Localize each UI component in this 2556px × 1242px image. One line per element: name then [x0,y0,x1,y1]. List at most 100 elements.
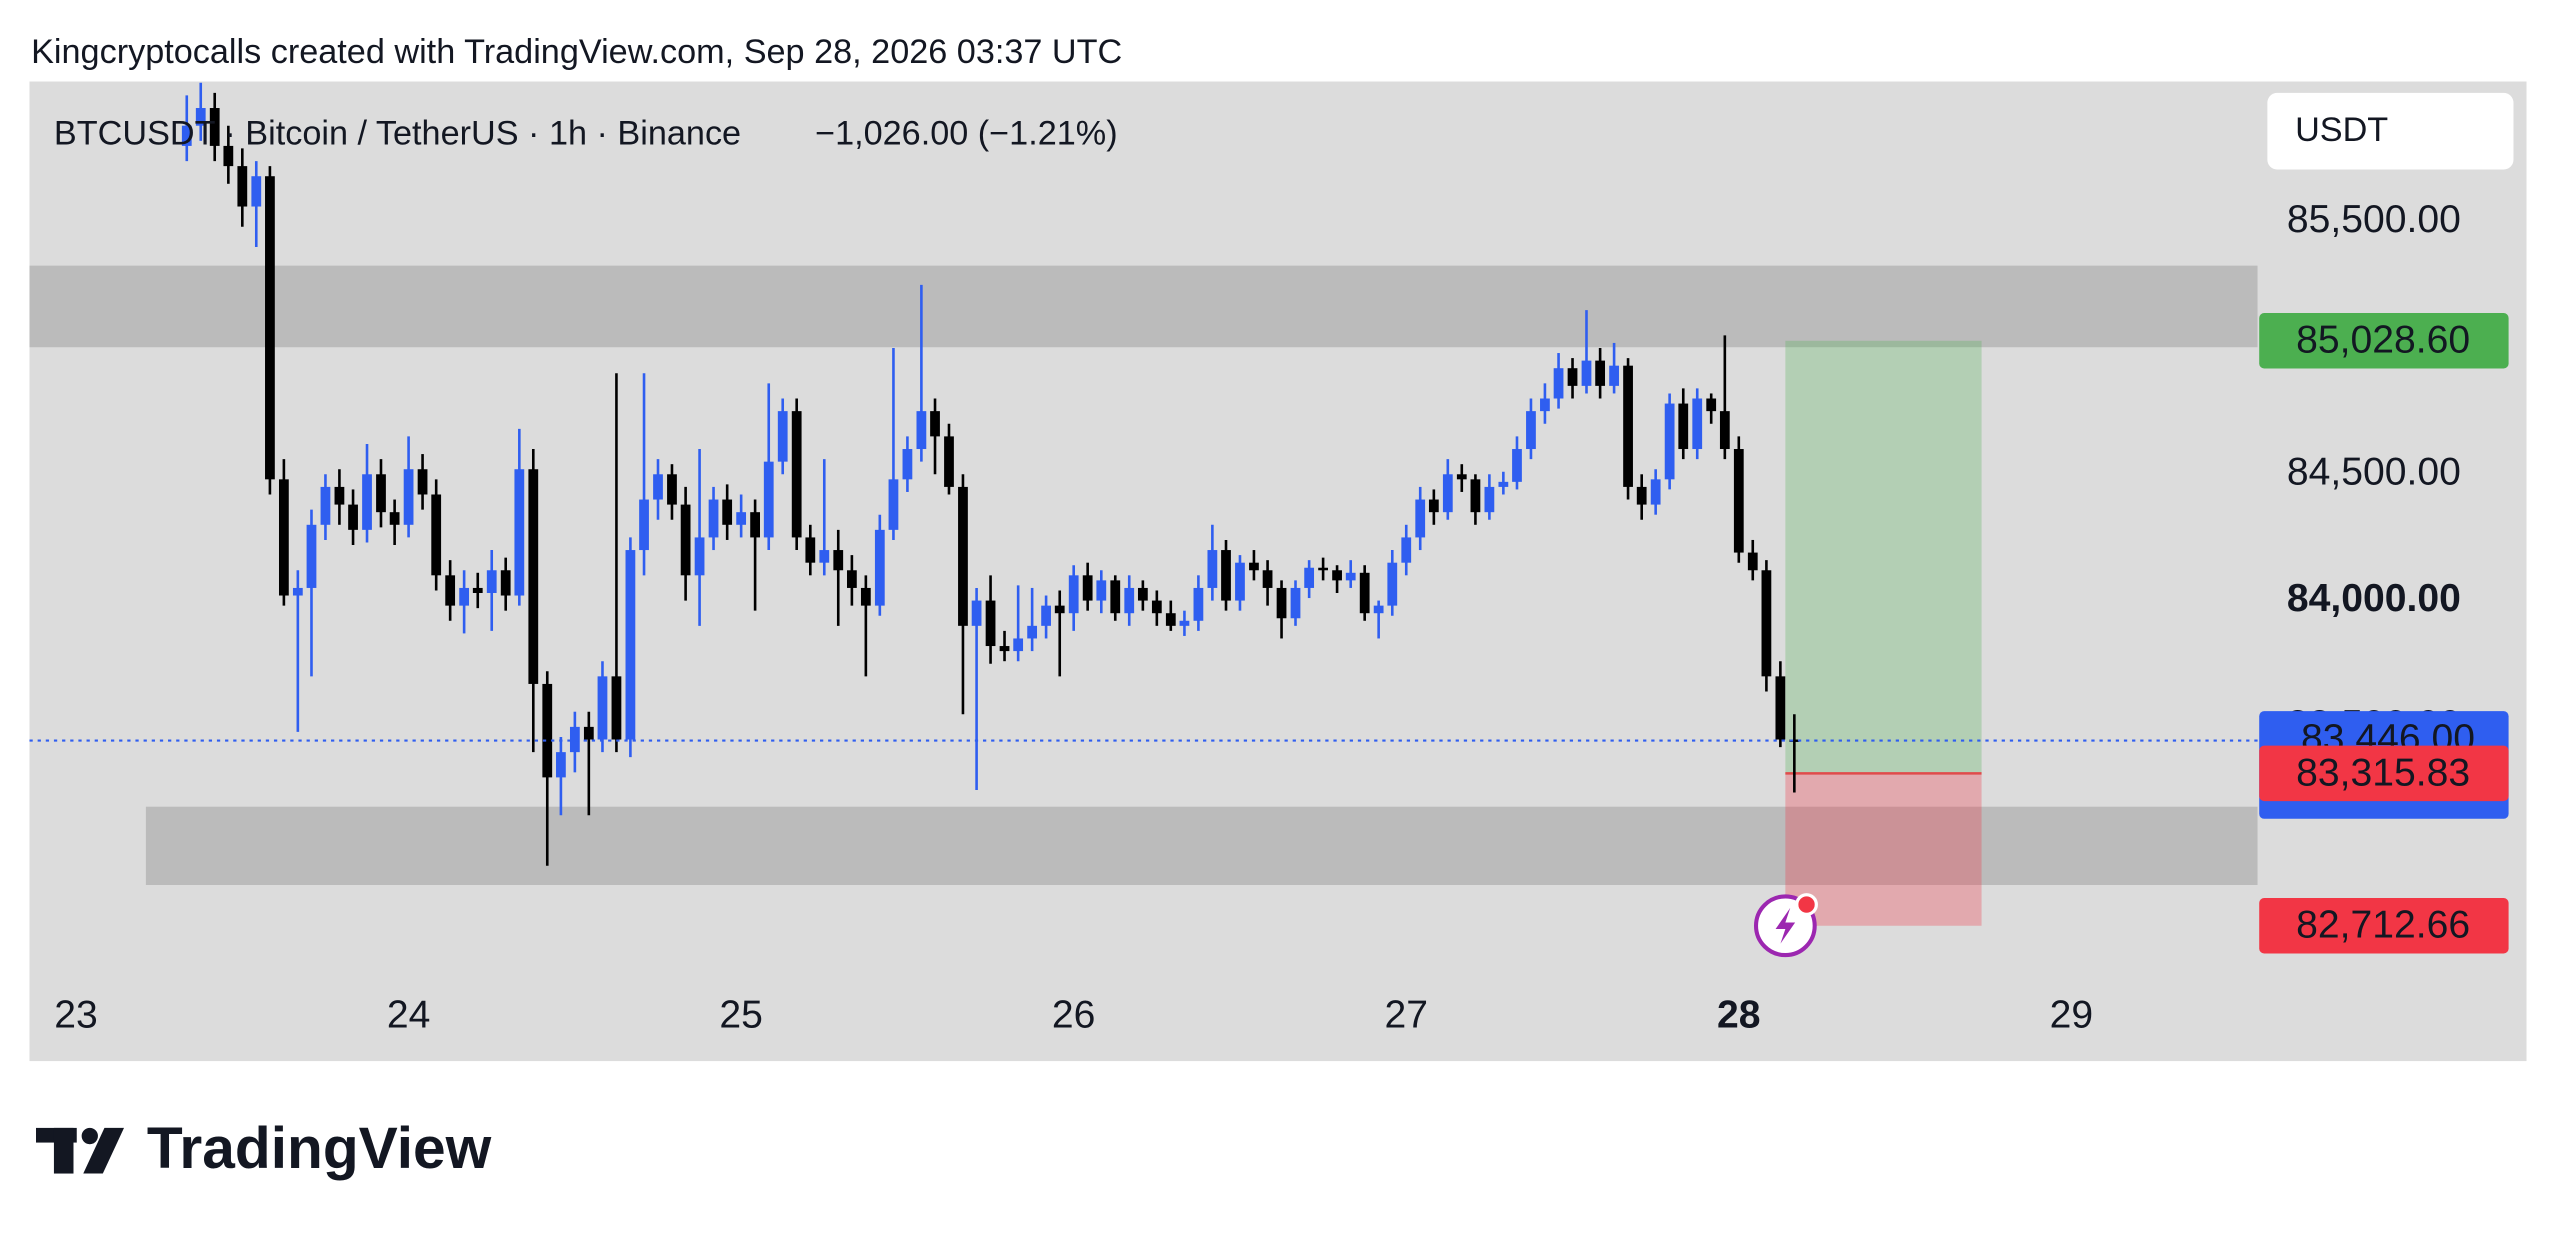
candle-body [653,474,663,500]
x-tick-label: 25 [719,993,763,1036]
entry-label: 83,315.83 [2296,751,2470,794]
candle-body [403,469,414,525]
candle-body [750,512,760,538]
candle-body [708,499,719,538]
entry-label-box [2259,745,2509,802]
candle-body [1789,739,1800,742]
candle-body [1235,562,1245,601]
logo-icon [36,1127,125,1174]
candle-body [1692,398,1703,450]
candle-body [1609,365,1619,386]
candle-body [223,145,234,167]
candle-body [251,176,262,207]
candle-body [1623,365,1633,487]
candle-body [888,479,899,530]
alert-bolt [1775,907,1796,944]
candle-body [1387,562,1398,606]
candle-body [1359,572,1370,614]
candle-body [902,449,913,480]
candle-body [639,499,649,551]
candle-body [1567,368,1578,386]
change: −1,026.00 (−1.21%) [815,114,1118,152]
chart-pane [29,81,2527,1062]
candle-body [1719,411,1730,450]
candle-body [306,524,317,588]
candle-body [362,474,372,530]
candle-body [680,504,691,576]
candle-body [1401,537,1412,563]
candle-body [1041,605,1051,626]
candle-body [1027,625,1038,639]
candle-body [1373,605,1384,614]
candle-body [860,587,871,606]
candle-body [1540,398,1550,412]
candle-body [1290,587,1301,619]
target-label: 85,028.60 [2296,319,2470,362]
x-tick-label: 23 [54,993,98,1036]
candle-body [1761,570,1772,677]
zone [145,806,2258,885]
candle-body [1165,613,1176,626]
plot-area [29,265,2258,926]
candle-body [777,411,788,462]
candle-body [1013,638,1024,652]
candle-body [1733,449,1744,553]
candle-body [1456,474,1467,480]
x-tick-label: 26 [1052,993,1096,1036]
candle-body [763,461,774,538]
candle-body [667,474,677,505]
x-tick-label: 27 [1384,993,1428,1036]
candle-body [542,683,553,778]
candle-body [805,537,816,563]
candle-body [597,676,608,740]
candle-body [736,512,747,525]
candle-body [181,125,192,146]
candle-body [528,469,539,684]
candle-body [376,474,386,513]
candle-body [874,529,885,606]
candle-body [1262,570,1273,588]
currency-button[interactable] [2267,92,2514,170]
candle-body [971,600,982,626]
candle-body [1775,676,1786,740]
candle-body [459,587,470,606]
candle-body [1179,620,1190,626]
candle-body [1512,449,1522,482]
candle-body [958,486,968,626]
candle-body [1332,570,1342,581]
profit-zone [1785,340,1982,774]
candle-body [209,108,220,146]
candle-body [320,486,331,525]
candle-body [722,499,733,525]
candle-body [1304,567,1315,588]
candle-body [1318,567,1328,571]
candle-body [1664,403,1675,480]
candle-body [1553,368,1564,399]
candle-body [569,726,580,753]
candle-body [1096,580,1107,601]
candle-body [1082,575,1093,601]
candle-body [1221,550,1231,601]
candle-body [916,411,927,450]
currency-label[interactable]: USDT [2295,111,2388,149]
candle-body [1276,587,1287,619]
candle-body [195,108,206,126]
candle-body [514,469,525,596]
candle-body [1484,486,1495,513]
candle-body [930,411,940,437]
candle-body [819,550,830,563]
candle-body [1442,474,1453,513]
candle-body [1415,499,1426,538]
candle-body [583,726,594,740]
candle-body [833,550,844,571]
candle-body [265,176,275,480]
candle-body [389,512,400,525]
y-tick-label: 85,500.00 [2287,198,2461,241]
candle-body [1595,360,1606,386]
candle-body [791,411,802,538]
x-tick-label: 29 [2050,993,2094,1036]
candle-body [1706,398,1717,412]
candle-body [985,600,996,647]
candle-body [694,537,705,576]
candle-body [348,504,358,530]
